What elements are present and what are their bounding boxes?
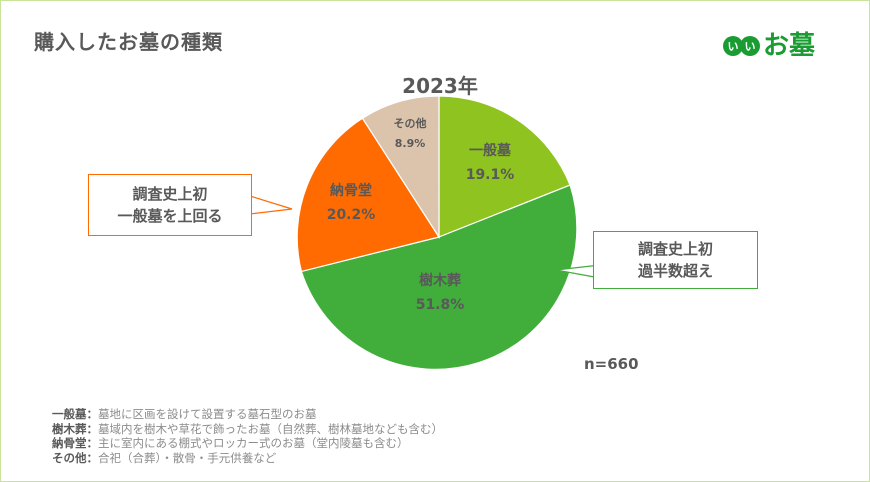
note-sep: ： — [86, 407, 99, 421]
note-sep: ： — [86, 421, 99, 436]
slice-name: 納骨堂 — [330, 183, 372, 199]
slice-pct: 8.9% — [394, 137, 426, 150]
callout-line: 調査史上初 — [132, 185, 208, 203]
slice-ippanbo — [438, 95, 571, 238]
note-term: その他 — [52, 450, 87, 465]
note-desc: 墓地に区画を設けて設置する墓石型のお墓 — [98, 407, 317, 421]
note-row: 納骨堂：主に室内にある棚式やロッカー式のお墓（堂内陵墓も含む） — [52, 436, 443, 451]
slice-name: その他 — [393, 117, 427, 130]
callout-right: 調査史上初 過半数超え — [593, 231, 758, 289]
callout-line: 一般墓を上回る — [117, 207, 223, 225]
note-desc: 合祀（合葬）・散骨・手元供養など — [98, 450, 277, 465]
slice-name: 樹木葬 — [419, 273, 461, 289]
note-row: その他：合祀（合葬）・散骨・手元供養など — [52, 451, 443, 466]
note-term: 樹木葬 — [52, 421, 87, 436]
slice-pct: 19.1% — [465, 166, 515, 183]
note-term: 一般墓 — [52, 407, 87, 421]
slice-pct: 51.8% — [415, 296, 465, 313]
slice-sonota — [361, 95, 440, 240]
chart-title: 2023年 — [402, 74, 478, 98]
callout-line: 過半数超え — [637, 262, 713, 280]
slice-pct: 20.2% — [326, 206, 376, 223]
note-term: 納骨堂 — [52, 436, 87, 450]
slice-label-nokotsudo: 納骨堂 20.2% — [316, 180, 386, 228]
slice-label-sonota: その他 8.9% — [380, 114, 440, 154]
note-desc: 主に室内にある棚式やロッカー式のお墓（堂内陵墓も含む） — [98, 436, 409, 450]
note-row: 樹木葬：墓域内を樹木や草花で飾ったお墓（自然葬、樹林墓地なども含む） — [52, 422, 443, 437]
slice-name: 一般墓 — [469, 143, 511, 159]
callout-left: 調査史上初 一般墓を上回る — [88, 174, 252, 236]
note-row: 一般墓：墓地に区画を設けて設置する墓石型のお墓 — [52, 407, 443, 422]
note-sep: ： — [86, 450, 99, 465]
note-sep: ： — [86, 436, 99, 450]
slice-nokotsudo — [296, 117, 440, 273]
callout-left-pointer — [249, 195, 293, 215]
sample-size: n=660 — [584, 355, 639, 373]
logo-circle: い — [740, 36, 760, 56]
brand-logo: い い お墓 — [723, 32, 815, 60]
logo-text: お墓 — [763, 31, 816, 61]
definitions-notes: 一般墓：墓地に区画を設けて設置する墓石型のお墓 樹木葬：墓域内を樹木や草花で飾っ… — [52, 407, 443, 465]
callout-line: 調査史上初 — [637, 240, 713, 258]
slice-jumokuso — [300, 184, 578, 370]
page-title: 購入したお墓の種類 — [34, 30, 223, 54]
slice-label-jumokuso: 樹木葬 51.8% — [405, 270, 475, 318]
logo-circle: い — [723, 36, 743, 56]
note-desc: 墓域内を樹木や草花で飾ったお墓（自然葬、樹林墓地なども含む） — [98, 421, 443, 436]
slice-label-ippanbo: 一般墓 19.1% — [455, 140, 525, 188]
